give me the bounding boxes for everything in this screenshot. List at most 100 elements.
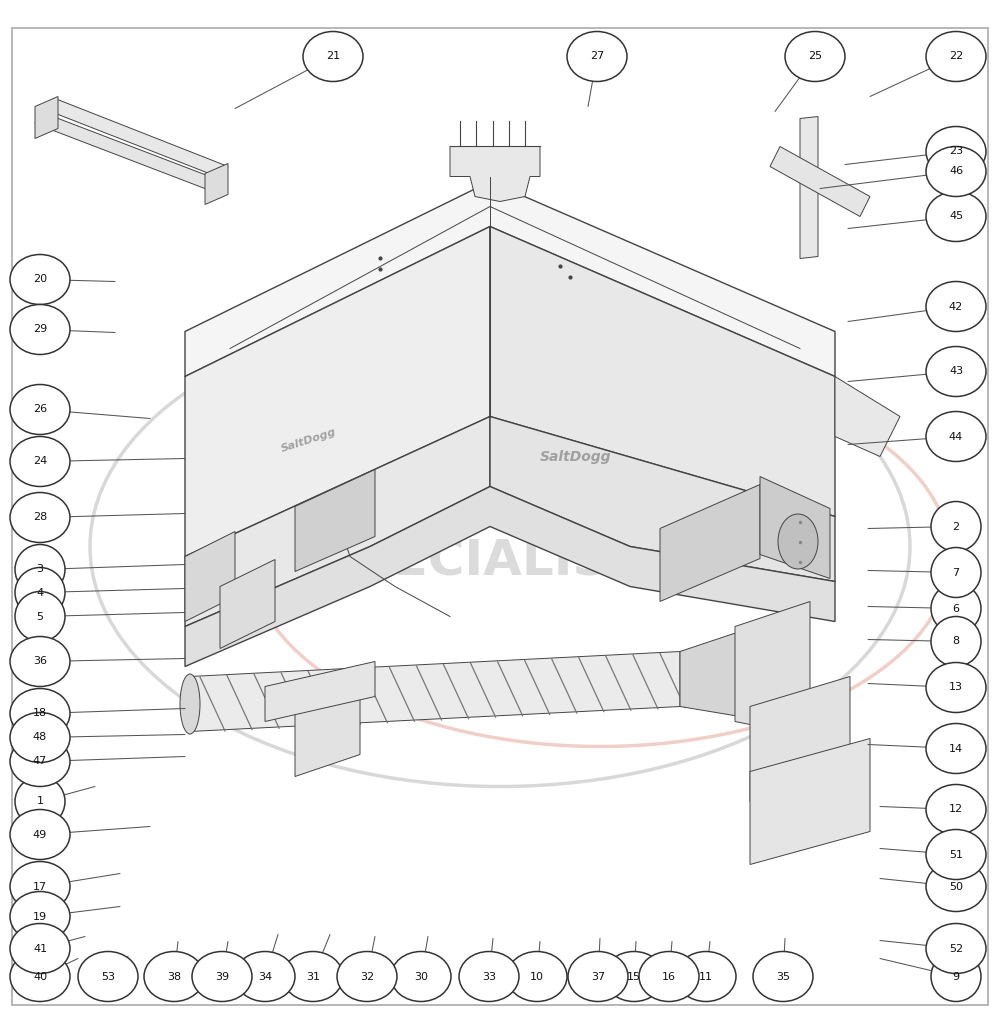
Ellipse shape [926, 829, 986, 879]
Ellipse shape [926, 924, 986, 973]
Polygon shape [185, 182, 835, 376]
Text: 36: 36 [33, 657, 47, 666]
Text: 6: 6 [952, 603, 960, 614]
Ellipse shape [926, 31, 986, 82]
Ellipse shape [15, 777, 65, 826]
Text: 26: 26 [33, 405, 47, 414]
Text: 42: 42 [949, 302, 963, 312]
Text: 46: 46 [949, 166, 963, 177]
Ellipse shape [303, 31, 363, 82]
Text: 49: 49 [33, 829, 47, 840]
Text: 22: 22 [949, 52, 963, 62]
Text: 5: 5 [36, 612, 44, 622]
Polygon shape [185, 487, 835, 666]
Ellipse shape [10, 636, 70, 687]
Ellipse shape [10, 254, 70, 305]
Text: 38: 38 [167, 971, 181, 981]
Text: 19: 19 [33, 911, 47, 921]
Ellipse shape [78, 951, 138, 1002]
Ellipse shape [639, 951, 699, 1002]
Polygon shape [680, 631, 740, 717]
Text: 25: 25 [808, 52, 822, 62]
Text: 30: 30 [414, 971, 428, 981]
Text: 52: 52 [949, 943, 963, 953]
Polygon shape [295, 685, 360, 777]
Polygon shape [750, 677, 850, 802]
Text: 3: 3 [36, 564, 44, 574]
Ellipse shape [931, 951, 981, 1002]
Text: 18: 18 [33, 709, 47, 719]
Text: 39: 39 [215, 971, 229, 981]
Ellipse shape [753, 951, 813, 1002]
Polygon shape [835, 376, 900, 457]
Ellipse shape [144, 951, 204, 1002]
Ellipse shape [459, 951, 519, 1002]
Ellipse shape [931, 547, 981, 597]
Ellipse shape [15, 567, 65, 618]
Ellipse shape [10, 891, 70, 941]
Ellipse shape [926, 862, 986, 911]
Text: 29: 29 [33, 324, 47, 335]
Text: 51: 51 [949, 849, 963, 859]
Polygon shape [48, 98, 228, 179]
Ellipse shape [926, 126, 986, 177]
Polygon shape [735, 601, 810, 737]
Text: 31: 31 [306, 971, 320, 981]
Polygon shape [750, 739, 870, 865]
Ellipse shape [926, 147, 986, 196]
Ellipse shape [10, 737, 70, 786]
Polygon shape [490, 416, 835, 582]
Polygon shape [185, 226, 490, 557]
Ellipse shape [10, 862, 70, 911]
Ellipse shape [931, 617, 981, 666]
Ellipse shape [192, 951, 252, 1002]
Polygon shape [770, 147, 870, 217]
Text: SPECIALISTS: SPECIALISTS [321, 537, 679, 586]
Ellipse shape [235, 951, 295, 1002]
Text: 47: 47 [33, 756, 47, 766]
Ellipse shape [10, 384, 70, 435]
Ellipse shape [676, 951, 736, 1002]
Polygon shape [660, 484, 760, 601]
Text: 9: 9 [952, 971, 960, 981]
Ellipse shape [568, 951, 628, 1002]
Polygon shape [205, 163, 228, 205]
Text: 35: 35 [776, 971, 790, 981]
Polygon shape [490, 226, 835, 516]
Polygon shape [800, 117, 818, 258]
Text: 20: 20 [33, 275, 47, 284]
Text: 2: 2 [952, 522, 960, 532]
Text: 16: 16 [662, 971, 676, 981]
Ellipse shape [10, 493, 70, 542]
Ellipse shape [180, 674, 200, 734]
Ellipse shape [785, 31, 845, 82]
Ellipse shape [931, 501, 981, 552]
Text: 15: 15 [627, 971, 641, 981]
Ellipse shape [926, 411, 986, 462]
Polygon shape [295, 470, 375, 571]
Text: 24: 24 [33, 457, 47, 467]
Text: 50: 50 [949, 881, 963, 891]
Text: 45: 45 [949, 212, 963, 221]
Text: 12: 12 [949, 805, 963, 814]
Polygon shape [450, 147, 540, 201]
Text: SaltDogg: SaltDogg [280, 427, 338, 453]
Text: 11: 11 [699, 971, 713, 981]
Polygon shape [35, 96, 58, 138]
Polygon shape [185, 416, 490, 626]
Text: 7: 7 [952, 567, 960, 577]
Text: 1: 1 [36, 796, 44, 807]
Ellipse shape [283, 951, 343, 1002]
Text: 32: 32 [360, 971, 374, 981]
Text: 48: 48 [33, 732, 47, 743]
Ellipse shape [926, 662, 986, 713]
Polygon shape [185, 532, 235, 622]
Ellipse shape [926, 784, 986, 835]
Polygon shape [35, 112, 215, 190]
Polygon shape [190, 652, 680, 731]
Text: 37: 37 [591, 971, 605, 981]
Ellipse shape [10, 689, 70, 739]
Text: 13: 13 [949, 683, 963, 692]
Text: 4: 4 [36, 588, 44, 597]
Ellipse shape [10, 305, 70, 354]
